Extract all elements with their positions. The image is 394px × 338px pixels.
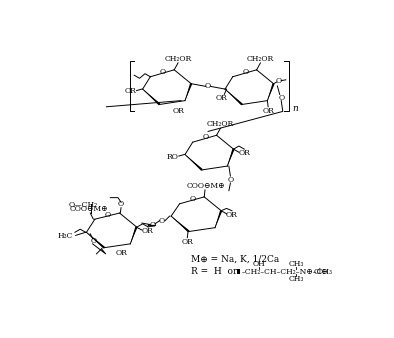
Text: O: O [150, 221, 156, 228]
Polygon shape [130, 226, 138, 244]
Text: O: O [278, 94, 284, 101]
Text: O: O [276, 77, 282, 86]
Polygon shape [237, 269, 240, 274]
Text: R =  H  or: R = H or [191, 267, 238, 276]
Text: CH₃: CH₃ [288, 260, 303, 268]
Text: O: O [190, 195, 196, 203]
Text: O: O [91, 237, 97, 245]
Text: OR: OR [125, 88, 136, 95]
Polygon shape [185, 83, 192, 101]
Polygon shape [225, 89, 243, 105]
Text: OR: OR [173, 106, 185, 115]
Text: CH₃: CH₃ [288, 275, 303, 283]
Text: O: O [205, 81, 211, 90]
Text: –CH₂–CH–CH₂–N⊕–CH₃: –CH₂–CH–CH₂–N⊕–CH₃ [242, 268, 333, 275]
Text: O: O [203, 133, 208, 141]
Text: RO: RO [167, 153, 178, 161]
Text: M⊕ = Na, K, 1/2Ca: M⊕ = Na, K, 1/2Ca [191, 255, 279, 264]
Text: O—CH₂: O—CH₂ [69, 201, 98, 209]
Polygon shape [227, 149, 234, 166]
Text: H₃C: H₃C [57, 232, 72, 240]
Text: Cl⊖: Cl⊖ [314, 268, 328, 275]
Text: O: O [160, 68, 166, 76]
Text: OH: OH [253, 260, 265, 268]
Text: CH₂OR: CH₂OR [164, 55, 191, 63]
Text: CH₂OR: CH₂OR [207, 120, 234, 128]
Text: OR: OR [181, 238, 193, 245]
Polygon shape [268, 83, 275, 101]
Text: OR: OR [115, 249, 127, 257]
Polygon shape [171, 216, 190, 233]
Text: OR: OR [141, 227, 153, 235]
Text: OR: OR [238, 149, 250, 157]
Text: COO⊖M⊕: COO⊖M⊕ [186, 182, 225, 190]
Text: n: n [293, 104, 299, 113]
Text: O: O [159, 217, 165, 225]
Polygon shape [86, 232, 105, 248]
Text: O: O [228, 176, 234, 184]
Text: O: O [104, 211, 110, 219]
Polygon shape [185, 154, 203, 171]
Text: OR: OR [216, 94, 228, 101]
Text: OR: OR [263, 106, 275, 115]
Text: OR: OR [226, 211, 238, 219]
Polygon shape [143, 89, 160, 105]
Polygon shape [215, 210, 222, 228]
Text: O: O [242, 68, 249, 76]
Text: O: O [118, 200, 124, 208]
Text: COO⊖M⊕: COO⊖M⊕ [69, 205, 108, 213]
Text: CH₂OR: CH₂OR [247, 55, 274, 63]
